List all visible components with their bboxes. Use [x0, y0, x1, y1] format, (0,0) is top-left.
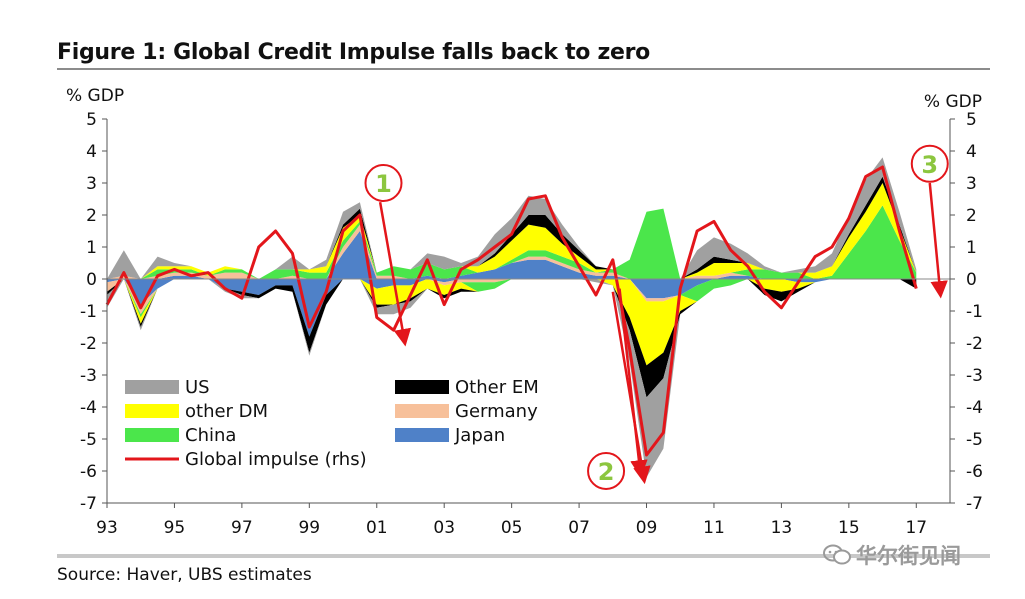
annotation-circle [910, 144, 949, 183]
plot-background [107, 119, 950, 503]
right-tick-label: 5 [966, 110, 977, 130]
left-tick-label: 0 [86, 270, 97, 290]
legend-label-china: China [185, 425, 236, 446]
left-tick-label: -4 [80, 398, 97, 418]
right-tick-label: 4 [966, 142, 977, 162]
annotation-arrow [378, 201, 412, 347]
area-other-dm-positive [107, 183, 917, 279]
right-tick-label: -2 [966, 334, 983, 354]
right-tick-label: 3 [966, 174, 977, 194]
annotation-circle [364, 164, 403, 202]
x-tick-label: 17 [905, 518, 927, 538]
right-tick-label: 1 [966, 238, 977, 258]
right-tick-label: -6 [966, 462, 983, 482]
left-tick-label: 5 [86, 110, 97, 130]
x-tick-label: 97 [231, 518, 253, 538]
legend-label-other-dm: other DM [185, 401, 268, 422]
title-divider [57, 68, 990, 70]
footer-divider [57, 554, 990, 558]
left-tick-label: 2 [86, 206, 97, 226]
source-note: Source: Haver, UBS estimates [57, 565, 312, 585]
x-tick-label: 09 [636, 518, 658, 538]
x-tick-label: 15 [838, 518, 860, 538]
axes: 5 54 43 32 21 10 0-1 -1-2 -2-3 -3-4 -4-5 -5-6 -6-7 -7… [66, 86, 983, 538]
legend: US other DM China Global impulse (rhs) Other… [125, 377, 539, 470]
legend-swatch-china [125, 428, 179, 442]
left-tick-label: 3 [86, 174, 97, 194]
global-impulse-line [105, 165, 918, 457]
annotation-circle [587, 452, 626, 490]
x-tick-label: 03 [433, 518, 455, 538]
right-tick-label: 2 [966, 206, 977, 226]
watermark-text: 华尔街见闻 [856, 544, 961, 568]
legend-label-other-em: Other EM [455, 377, 539, 398]
x-tick-label: 01 [366, 518, 388, 538]
left-tick-label: -5 [80, 430, 97, 450]
area-us-positive [107, 157, 917, 279]
legend-swatch-other-em [395, 380, 449, 394]
x-tick-label: 11 [703, 518, 725, 538]
area-japan-positive [107, 231, 917, 279]
right-axis-unit: % GDP [924, 92, 982, 112]
x-tick-label: 05 [501, 518, 523, 538]
x-tick-label: 95 [164, 518, 186, 538]
left-tick-label: -1 [80, 302, 97, 322]
impulse-line-layer [105, 165, 918, 457]
legend-swatch-other-dm [125, 404, 179, 418]
right-tick-label: 0 [966, 270, 977, 290]
legend-label-japan: Japan [454, 425, 505, 446]
annotation-arrow [618, 288, 648, 478]
x-tick-label: 13 [771, 518, 793, 538]
legend-swatch-germany [395, 404, 449, 418]
legend-label-global-impulse-rhs: Global impulse (rhs) [185, 449, 367, 470]
annotation-number: 3 [921, 151, 938, 179]
left-tick-label: -6 [80, 462, 97, 482]
left-tick-label: -3 [80, 366, 97, 386]
chart-title: Figure 1: Global Credit Impulse falls ba… [57, 40, 650, 65]
x-tick-label: 07 [568, 518, 590, 538]
annotation-number: 1 [375, 170, 392, 198]
watermark: 华尔街见闻 [822, 540, 961, 570]
left-axis-unit: % GDP [66, 86, 124, 106]
x-tick-label: 93 [96, 518, 118, 538]
right-tick-label: -5 [966, 430, 983, 450]
left-tick-label: -7 [80, 494, 97, 514]
right-tick-label: -4 [966, 398, 983, 418]
area-china-positive [107, 205, 917, 279]
right-tick-label: -1 [966, 302, 983, 322]
legend-label-us: US [185, 377, 210, 398]
left-tick-label: -2 [80, 334, 97, 354]
right-tick-label: -3 [966, 366, 983, 386]
left-tick-label: 4 [86, 142, 97, 162]
legend-swatch-japan [395, 428, 449, 442]
annotation-number: 2 [598, 458, 615, 486]
annotations: 1 2 3 [364, 144, 949, 490]
legend-swatch-us [125, 380, 179, 394]
chat-bubble-icon [823, 544, 851, 565]
legend-label-germany: Germany [455, 401, 538, 422]
plot-area [107, 119, 950, 503]
left-tick-label: 1 [86, 238, 97, 258]
annotation-arrow [928, 182, 948, 299]
right-tick-label: -7 [966, 494, 983, 514]
x-tick-label: 99 [298, 518, 320, 538]
